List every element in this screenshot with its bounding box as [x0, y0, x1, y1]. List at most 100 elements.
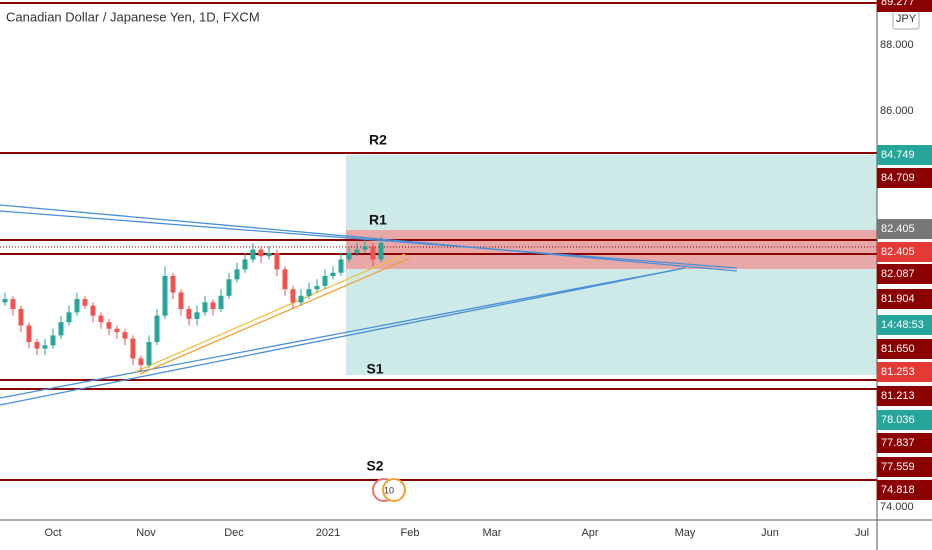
price-label-box [877, 264, 932, 284]
x-tick-label: 2021 [316, 527, 340, 539]
level-label: R2 [369, 132, 387, 148]
x-tick-label: Feb [401, 527, 420, 539]
candle-body [234, 269, 240, 280]
event-badge[interactable]: 10 [384, 485, 394, 495]
candle-body [34, 342, 40, 349]
candle-body [370, 246, 376, 260]
price-label: 74.818 [881, 484, 915, 496]
candle-body [138, 358, 144, 366]
candle-body [202, 302, 208, 313]
level-label: S1 [366, 361, 383, 377]
y-tick-label: 88.000 [880, 39, 914, 51]
x-tick-label: Nov [136, 527, 156, 539]
candle-body [362, 246, 368, 250]
price-label: 77.559 [881, 461, 915, 473]
x-tick-label: Dec [224, 527, 244, 539]
price-label-box [877, 433, 932, 453]
candle-body [178, 292, 184, 309]
candle-body [258, 249, 264, 257]
candle-body [210, 302, 216, 309]
price-label-box [877, 339, 932, 359]
price-label: 14:48:53 [881, 319, 924, 331]
trend-line [139, 257, 411, 375]
price-label-box [877, 242, 932, 262]
candle-body [114, 328, 120, 333]
resistance-zone [346, 230, 877, 269]
candle-body [250, 249, 256, 260]
x-tick-label: Apr [581, 527, 598, 539]
price-label: 78.036 [881, 414, 915, 426]
trend-line [0, 267, 686, 399]
candle-body [66, 312, 72, 323]
price-label: 77.837 [881, 437, 915, 449]
price-label: 81.650 [881, 343, 915, 355]
level-label: S2 [366, 458, 383, 474]
candle-body [330, 272, 336, 276]
price-label-box [877, 289, 932, 309]
candle-body [242, 259, 248, 270]
price-label-box [877, 480, 932, 500]
price-label: 81.213 [881, 390, 915, 402]
currency[interactable]: JPY [896, 13, 917, 25]
price-label-box [877, 386, 932, 406]
price-label: 84.749 [881, 149, 915, 161]
level-label: R1 [369, 212, 387, 228]
price-label-box [877, 315, 932, 335]
candle-body [50, 335, 56, 346]
candle-body [186, 309, 192, 319]
price-label-box [877, 145, 932, 165]
price-label-box [877, 362, 932, 382]
candle-body [98, 315, 104, 323]
chart-title: Canadian Dollar / Japanese Yen, 1D, FXCM [6, 9, 260, 24]
price-label: 82.405 [881, 246, 915, 258]
candle-body [74, 299, 80, 313]
candle-body [314, 285, 320, 290]
price-label-box [877, 457, 932, 477]
candle-body [194, 312, 200, 319]
event-icon[interactable] [382, 478, 406, 502]
price-label-box [877, 410, 932, 430]
candle-body [82, 299, 88, 306]
candle-body [42, 345, 48, 349]
candle-body [2, 299, 8, 303]
price-label: 89.277 [881, 0, 915, 8]
x-tick-label: Mar [483, 527, 502, 539]
candle-body [10, 299, 16, 309]
price-label: 82.405 [881, 223, 915, 235]
candle-body [378, 243, 384, 260]
candle-body [58, 322, 64, 336]
x-tick-label: Oct [44, 527, 61, 539]
candle-body [306, 289, 312, 296]
candle-body [274, 252, 280, 270]
x-tick-label: Jul [855, 527, 869, 539]
candle-body [266, 252, 272, 257]
candle-body [338, 259, 344, 273]
candle-body [354, 249, 360, 253]
candle-body [18, 309, 24, 326]
candle-body [290, 289, 296, 303]
y-tick-label: 86.000 [880, 105, 914, 117]
trend-line [0, 204, 738, 272]
candle-body [26, 325, 32, 342]
price-label: 81.253 [881, 366, 915, 378]
candle-body [322, 276, 328, 286]
candle-body [298, 295, 304, 303]
candle-body [130, 338, 136, 359]
candle-body [346, 252, 352, 260]
price-label-box [877, 0, 932, 12]
price-label-box [877, 168, 932, 188]
candle-body [282, 269, 288, 290]
trend-line [0, 267, 686, 406]
x-tick-label: May [675, 527, 696, 539]
candle-body [154, 315, 160, 342]
price-label: 84.709 [881, 172, 915, 184]
price-label: 81.904 [881, 293, 915, 305]
x-tick-label: Jun [761, 527, 779, 539]
candle-body [170, 276, 176, 293]
candle-body [226, 279, 232, 296]
y-tick-label: 74.000 [880, 501, 914, 513]
candle-body [162, 276, 168, 316]
candle-body [122, 332, 128, 339]
